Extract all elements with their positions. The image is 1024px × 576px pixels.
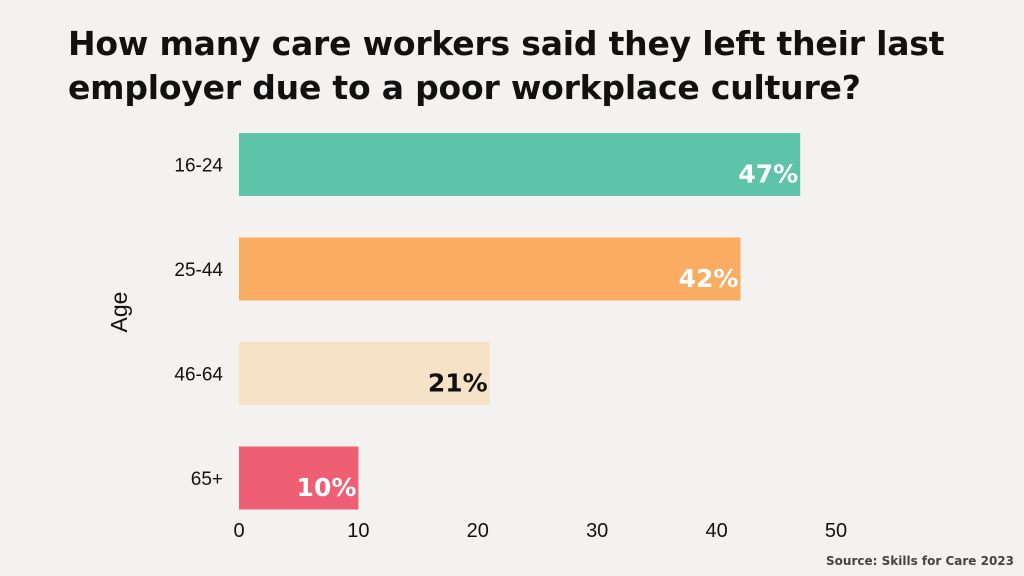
category-label: 46-64 xyxy=(174,365,223,386)
bar-value-label: 47% xyxy=(738,160,798,189)
bar-16-24 xyxy=(239,133,801,196)
source-note: Source: Skills for Care 2023 xyxy=(826,554,1014,568)
x-tick-label: 50 xyxy=(825,520,847,542)
bar-value-label: 42% xyxy=(679,264,739,293)
category-labels-group: 16-24 25-44 46-64 65+ xyxy=(174,156,223,491)
x-tick-label: 20 xyxy=(467,520,489,542)
category-label: 65+ xyxy=(191,469,223,490)
x-tick-label: 0 xyxy=(233,520,244,542)
category-label: 25-44 xyxy=(174,260,223,281)
bar-46-64 xyxy=(239,342,490,405)
bar-65+ xyxy=(239,446,359,510)
bars-group xyxy=(239,133,801,510)
x-tick-label: 30 xyxy=(586,520,608,542)
bar-25-44 xyxy=(239,237,741,301)
y-axis-title: Age xyxy=(106,292,132,333)
x-tick-labels-group: 0 10 20 30 40 50 xyxy=(233,520,847,542)
bar-labels-group: 47% 42% 21% 10% xyxy=(297,160,799,503)
bar-value-label: 21% xyxy=(428,369,488,398)
x-tick-label: 40 xyxy=(705,520,727,542)
category-label: 16-24 xyxy=(174,156,223,177)
x-tick-label: 10 xyxy=(347,520,369,542)
bar-value-label: 10% xyxy=(297,473,357,502)
chart-title: How many care workers said they left the… xyxy=(68,24,945,107)
